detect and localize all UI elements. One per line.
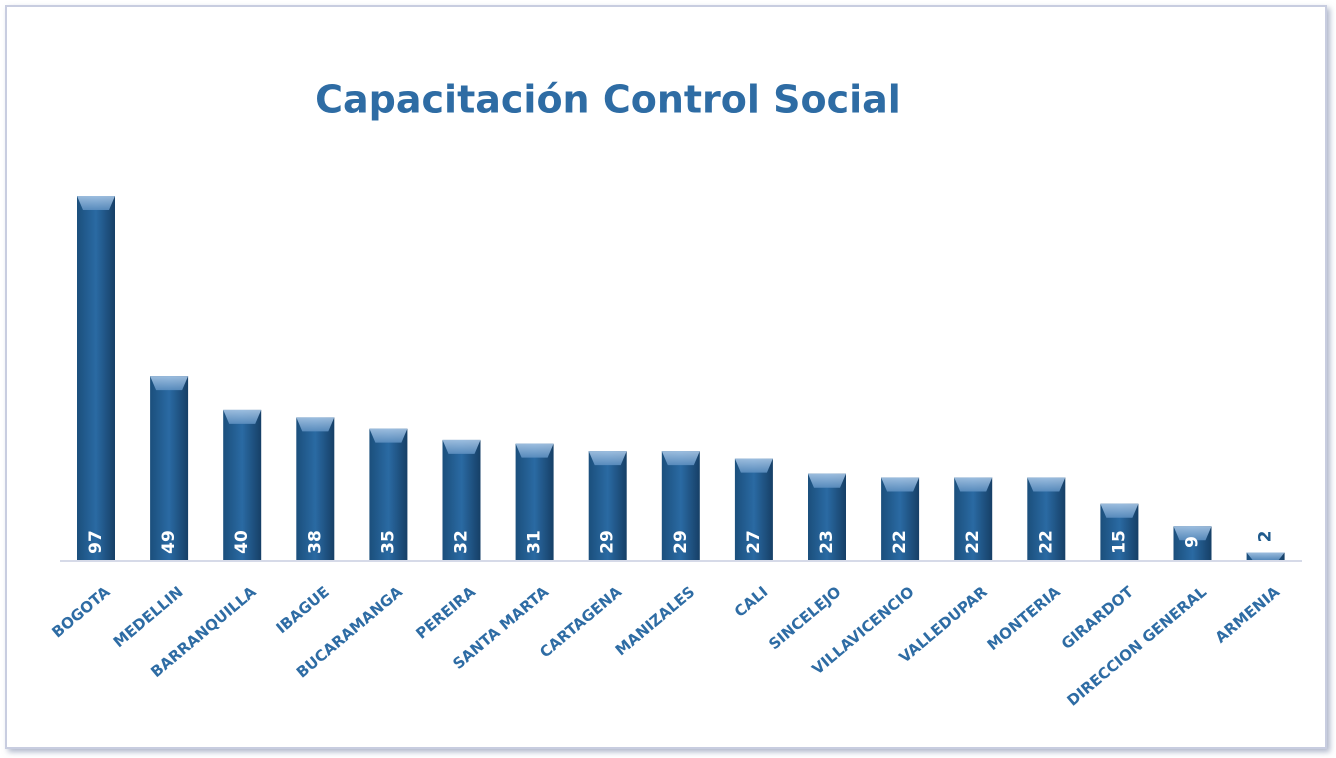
bar-cap — [1100, 503, 1139, 518]
bar-cap — [369, 428, 408, 443]
bar-cap — [442, 439, 481, 454]
bar-cap — [223, 409, 262, 424]
value-label: 31 — [525, 530, 545, 554]
frame — [5, 5, 1327, 749]
bar-cap — [77, 196, 115, 210]
bar-cap — [1246, 552, 1285, 560]
value-label: 23 — [817, 530, 837, 554]
value-label: 49 — [159, 530, 179, 554]
bar — [223, 409, 262, 560]
bar-cap — [296, 417, 335, 432]
value-label: 29 — [671, 530, 691, 554]
bar — [150, 376, 189, 560]
bar-cap — [588, 451, 627, 466]
bar — [77, 196, 115, 560]
bar — [296, 417, 335, 560]
bar — [442, 439, 481, 560]
value-label: 32 — [452, 530, 472, 554]
value-label: 22 — [1036, 530, 1056, 554]
bar-cap — [150, 376, 189, 391]
bar — [588, 451, 627, 560]
bar-cap — [1027, 477, 1066, 492]
value-label: 9 — [1183, 536, 1203, 548]
bar-cap — [954, 477, 993, 492]
bar — [734, 458, 773, 560]
value-label: 22 — [963, 530, 983, 554]
bar — [369, 428, 408, 560]
bar-cap — [661, 451, 700, 466]
value-label: 40 — [232, 530, 252, 554]
bar-cap — [1173, 526, 1212, 541]
bar — [515, 443, 554, 560]
bar-cap — [515, 443, 554, 458]
bar-cap — [808, 473, 846, 488]
value-label: 35 — [378, 530, 398, 554]
bar-cap — [734, 458, 773, 473]
value-label: 22 — [890, 530, 910, 554]
value-label: 29 — [598, 530, 618, 554]
value-label: 97 — [86, 530, 106, 554]
value-label: 38 — [305, 530, 325, 554]
chart-title: Capacitación Control Social — [315, 78, 901, 122]
bar-cap — [881, 477, 920, 492]
value-label: 15 — [1109, 530, 1129, 554]
value-label: 2 — [1256, 531, 1276, 543]
bar — [661, 451, 700, 560]
value-label: 27 — [744, 530, 764, 554]
bar — [808, 473, 846, 560]
